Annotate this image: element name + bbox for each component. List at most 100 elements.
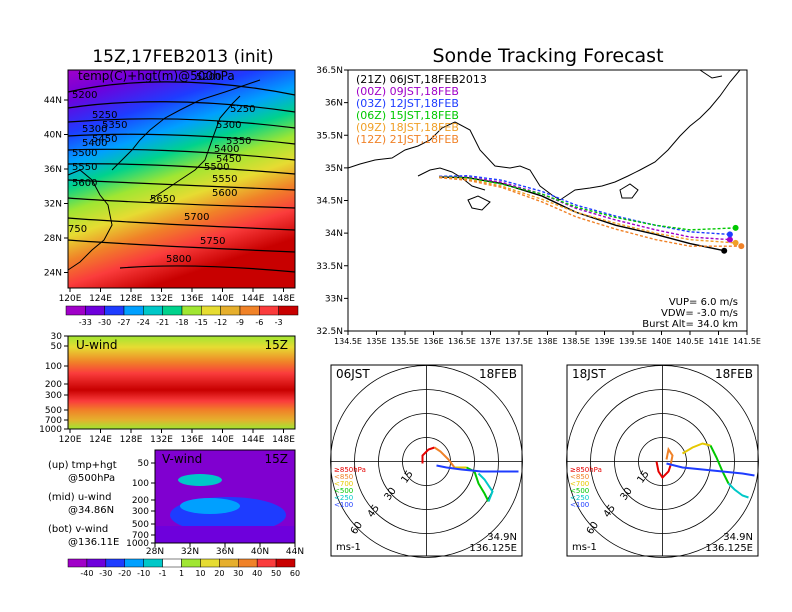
colorbar-tick-label: -24 [137,318,150,327]
lat-tick-label: 34.5N [316,197,343,207]
lon-tick-label: 137E [480,337,500,346]
legend-entry: (00Z) 09JST,18FEB [356,85,459,98]
lon-tick-label: 128E [120,294,143,304]
pressure-tick-label: 700 [132,531,149,541]
landing-point [726,236,733,243]
hodo-trace [665,446,674,466]
vwind-blob [180,498,240,514]
vwind-surface [155,526,295,543]
lon-tick-label: 148E [272,435,295,445]
colorbar-tick-label: -3 [275,318,283,327]
colorbar-swatch [123,305,144,316]
lon-tick-label: 140E [211,294,234,304]
lon-tick-label: 120E [59,435,82,445]
legend-entry: (12Z) 21JST,18FEB [356,133,459,146]
colorbar-tick-label: -15 [195,318,208,327]
pressure-tick-label: 50 [138,459,150,469]
colorbar-tick-label: -27 [117,318,130,327]
lon-tick-label: 148E [272,294,295,304]
pressure-tick-label: 1000 [126,539,149,549]
lon-tick-label: 138.5E [562,337,590,346]
colorbar-swatch [124,558,144,568]
contour-label: 5500 [72,148,97,159]
colorbar-swatch [65,305,86,316]
colorbar-tick-label: -33 [79,318,92,327]
colorbar-swatch [67,558,88,568]
hodo-time: 18JST [572,367,606,381]
colorbar-swatch [162,305,183,316]
lon-tick-label: 128E [120,435,143,445]
colorbar-swatch [85,305,105,316]
track-line [439,176,736,244]
colorbar-swatch [86,558,107,568]
coastline-japan [149,95,241,201]
param-vdw: VDW= -3.0 m/s [661,308,738,319]
colorbar-swatch [239,305,260,316]
contour-label: 5250 [230,104,255,115]
hodo-date: 18FEB [715,367,753,381]
lon-tick-label: 136E [423,337,443,346]
lat-tick-label: 36.5N [316,66,343,76]
pressure-tick-label: 30 [51,332,63,342]
colorbar-swatch [104,305,125,316]
colorbar-tick-label: 60 [290,569,300,578]
lon-tick-label: 144E [242,435,265,445]
contour-label: 5400 [82,138,107,149]
colorbar-swatch [278,305,299,316]
contour-label: 5600 [212,188,237,199]
note-line: @136.11E [68,537,119,548]
lat-tick-label: 36N [325,99,343,109]
hodo-trace [436,464,519,473]
lon-tick-label: 136E [181,435,204,445]
contour-label: 5250 [92,110,117,121]
lat-tick-label: 28N [44,234,62,244]
lon-tick-label: 134.5E [334,337,362,346]
vwind-lat-axis: 28N 32N 36N 40N 44N [146,543,304,557]
temp-map-panel: 5200 5250 5300 5350 5400 5450 5500 5550 … [44,69,299,327]
lon-tick-label: 140E [651,337,671,346]
track-line [439,176,742,247]
lon-tick-label: 124E [89,435,112,445]
legend-entry: (03Z) 12JST,18FEB [356,97,459,110]
coastline-china [67,169,113,271]
contour-label: 5550 [212,174,237,185]
colorbar-tick-label: 20 [214,569,224,578]
left-notes: (up) tmp+hgt @500hPa (mid) u-wind @34.86… [48,460,119,548]
temp-map-lat-axis: 44N 40N 36N 32N 28N 24N [44,96,68,279]
colorbar-swatch [143,305,163,316]
legend-entry: (09Z) 18JST,18FEB [356,121,459,134]
note-line: @500hPa [68,473,115,484]
lat-tick-label: 36N [44,165,62,175]
hodo-trace [727,482,749,499]
lat-tick-label: 32N [44,200,62,210]
lon-tick-label: 136E [181,294,204,304]
lat-tick-label: 35.5N [316,131,343,141]
colorbar-swatch [181,558,201,568]
colorbar-tick-label: -18 [175,318,188,327]
hodo-legend-entry: ≥850hPa [570,466,602,474]
track-lat-axis: 36.5N 36N 35.5N 35N 34.5N 34N 33.5N 33N 32.5N [316,66,348,337]
lon-tick-label: 139E [594,337,614,346]
lon-tick-label: 141.5E [733,337,761,346]
lon-tick-label: 138E [537,337,557,346]
colorbar-swatch [105,558,126,568]
pressure-tick-label: 300 [132,507,149,517]
pressure-tick-label: 100 [45,362,62,372]
colorbar-swatch [181,305,202,316]
temp-map-frame [67,69,296,289]
colorbar-tick-label: -1 [159,569,167,578]
lat-tick-label: 32N [181,547,199,557]
landing-point [732,224,739,231]
colorbar-swatch [143,558,163,568]
lon-tick-label: 141E [708,337,728,346]
pressure-tick-label: 300 [45,391,62,401]
colorbar-swatch [238,558,258,568]
hodo-legend-entry: <100 [334,501,353,509]
hodo-trace [666,462,755,477]
hodo-legend-entry: ≥850hPa [334,466,366,474]
hodo-legend-entry: <100 [570,501,589,509]
vwind-blob [178,474,222,486]
